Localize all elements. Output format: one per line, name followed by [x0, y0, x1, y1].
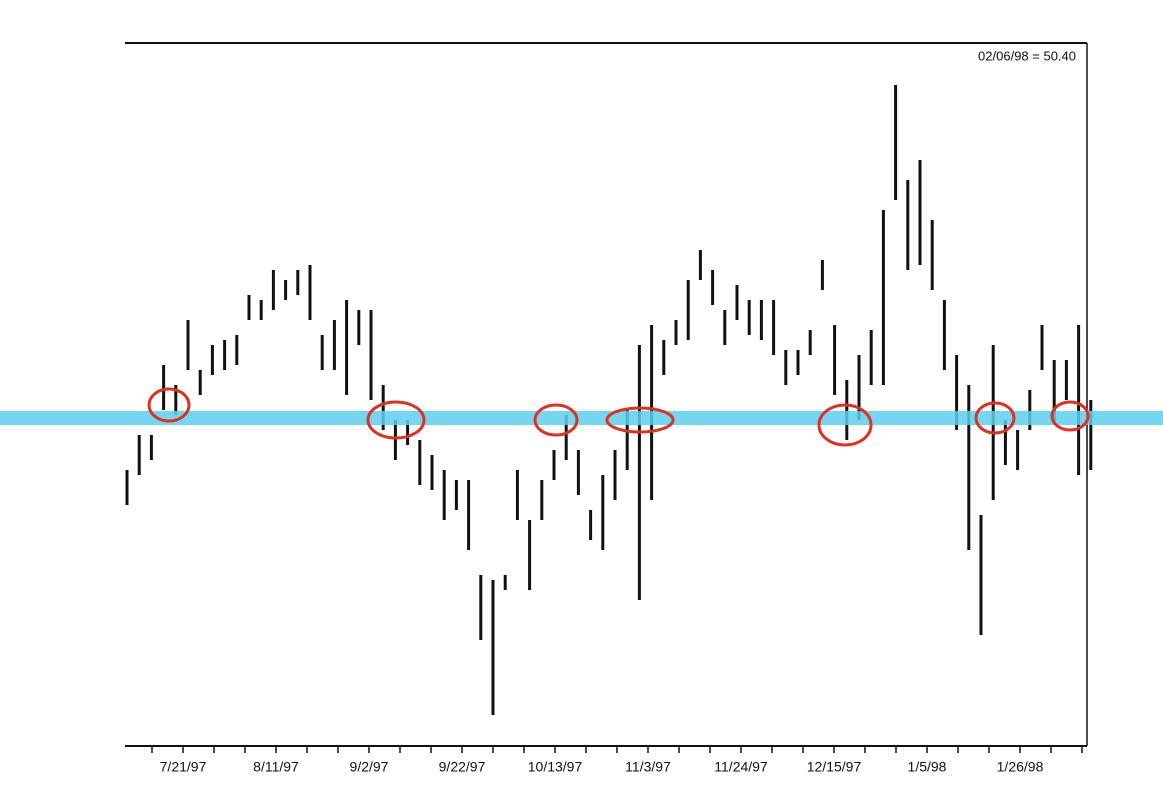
x-tick-label: 11/24/97 [714, 759, 768, 775]
x-tick-label: 9/22/97 [439, 759, 486, 775]
highlight-circle [147, 387, 191, 423]
highlight-circle [817, 403, 873, 447]
highlight-circle [605, 406, 675, 434]
x-tick-label: 10/13/97 [528, 759, 583, 775]
x-tick-label: 1/5/98 [908, 759, 947, 775]
x-tick-label: 1/26/98 [997, 759, 1044, 775]
x-tick-label: 9/2/97 [350, 759, 389, 775]
x-tick-label: 8/11/97 [253, 759, 299, 775]
highlight-circle [366, 400, 426, 440]
x-tick-label: 11/3/97 [625, 759, 671, 775]
x-tick-label: 7/21/97 [160, 759, 207, 775]
highlight-circle [1050, 400, 1090, 432]
highlight-circle [533, 403, 579, 437]
x-tick-label: 12/15/97 [807, 759, 862, 775]
annotation: 02/06/98 = 50.40 [978, 48, 1076, 63]
highlight-circle [974, 401, 1016, 435]
